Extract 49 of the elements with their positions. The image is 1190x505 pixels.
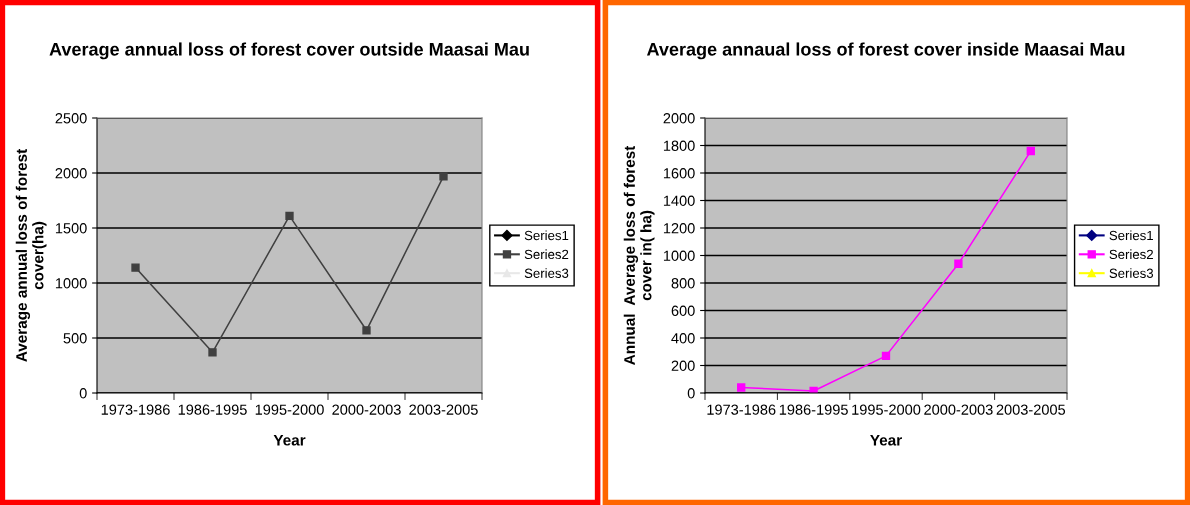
x-tick-label: 1986-1995 [779, 404, 848, 415]
y-tick-label: 1600 [663, 168, 695, 179]
legend-label: Series2 [1109, 249, 1153, 260]
y-tick-label: 500 [63, 333, 87, 344]
y-tick-label: 2500 [55, 113, 87, 124]
chart-title: Average annaual loss of forest cover inside Maasai Mau [646, 42, 1125, 60]
x-tick-label: 1995-2000 [255, 404, 324, 415]
chart-title: Average annual loss of forest cover outside Maasai Mau [49, 42, 529, 60]
point [881, 351, 891, 361]
x-tick-label: 1973-1986 [101, 404, 170, 415]
y-tick-label: 1800 [663, 140, 695, 151]
y-tick-label: 0 [687, 388, 695, 399]
x-tick-label: 2003-2005 [996, 404, 1066, 415]
x-tick-label: 1973-1986 [707, 404, 776, 415]
legend-label: Series2 [524, 249, 569, 260]
x-tick-label: 2003-2005 [409, 404, 478, 415]
y-tick-label: 600 [671, 305, 695, 316]
y-tick-label: 1000 [55, 278, 87, 289]
y-tick-label: 200 [671, 360, 695, 371]
y-axis-title: Annual Average loss of forest cover in( ha) [623, 145, 655, 365]
point [439, 172, 448, 181]
point [809, 386, 818, 393]
point [208, 348, 217, 357]
point [285, 211, 294, 221]
legend-label: Series1 [1109, 230, 1153, 241]
point [737, 383, 746, 392]
y-tick-label: 800 [671, 278, 695, 289]
x-tick-label: 2000-2003 [924, 404, 993, 415]
y-tick-label: 2000 [55, 168, 87, 179]
point [1026, 146, 1035, 156]
y-tick-label: 2000 [663, 113, 695, 124]
legend-label: Series3 [524, 268, 569, 278]
legend-label: Series1 [524, 230, 569, 241]
point [362, 326, 371, 335]
y-tick-label: 1400 [663, 195, 695, 206]
x-tick-label: 2000-2003 [332, 404, 401, 415]
y-tick-label: 1200 [663, 223, 695, 234]
x-axis-title: Year [273, 434, 306, 446]
point [954, 259, 963, 268]
x-axis-title: Year [870, 434, 902, 446]
y-tick-label: 1500 [55, 223, 87, 234]
x-tick-label: 1986-1995 [178, 404, 247, 415]
point [131, 263, 140, 272]
y-tick-label: 1000 [663, 250, 695, 261]
y-tick-label: 0 [79, 388, 87, 399]
y-axis-title: Average annual loss of forest cover(ha) [15, 148, 47, 362]
legend-label: Series3 [1109, 268, 1154, 278]
x-tick-label: 1995-2000 [852, 404, 921, 415]
y-tick-label: 400 [671, 333, 695, 344]
